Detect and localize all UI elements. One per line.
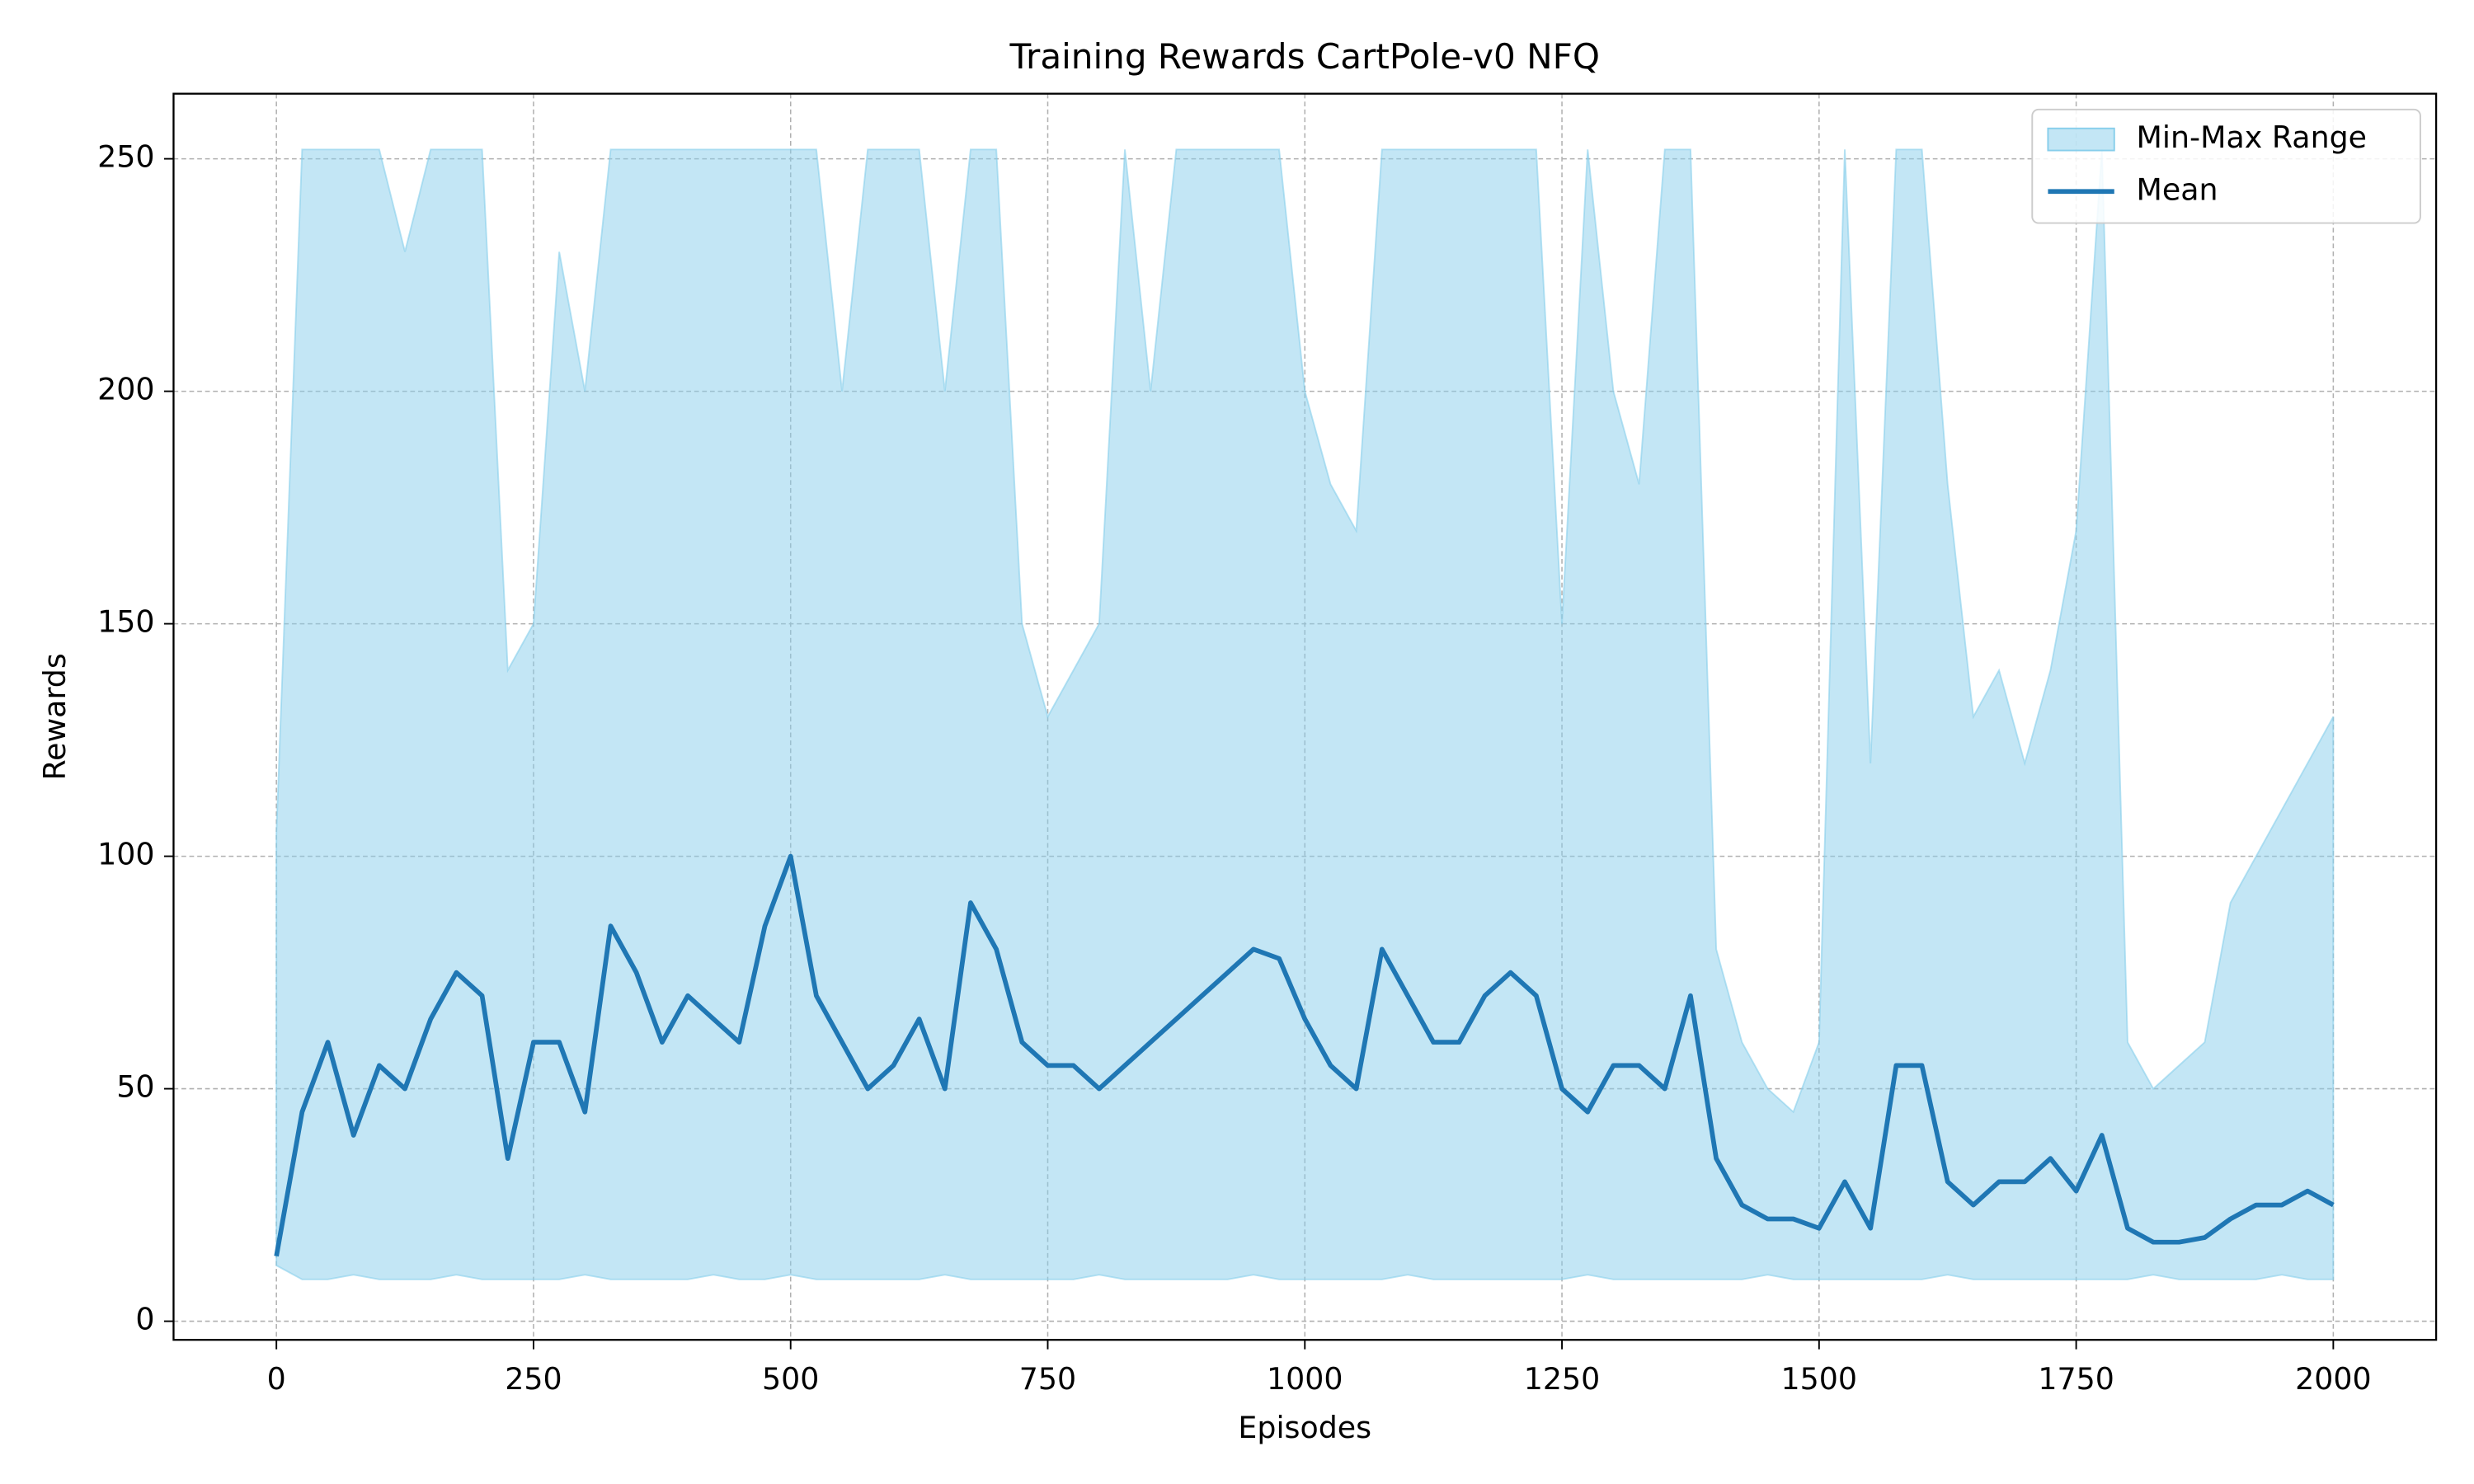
y-tick-label: 200 [97, 372, 154, 407]
min-max-band [275, 148, 2335, 1280]
legend-label: Min-Max Range [2137, 120, 2367, 155]
x-tick-label: 1750 [2038, 1361, 2114, 1397]
x-tick-label: 1000 [1267, 1361, 1343, 1397]
y-tick-label: 50 [116, 1069, 154, 1105]
x-tick-label: 750 [1019, 1361, 1076, 1397]
legend-label: Mean [2137, 171, 2218, 207]
chart-title: Training Rewards CartPole-v0 NFQ [1009, 36, 1600, 77]
x-tick-label: 0 [267, 1361, 286, 1397]
y-tick-label: 0 [135, 1302, 154, 1337]
x-tick-label: 1500 [1781, 1361, 1858, 1397]
legend-swatch [2047, 127, 2115, 152]
mean-line [274, 853, 2335, 1257]
legend-box [2031, 108, 2421, 224]
plot-frame [172, 92, 2438, 1341]
y-axis-label: Rewards [37, 653, 73, 780]
y-tick-label: 250 [97, 139, 154, 175]
y-tick-label: 100 [97, 837, 154, 872]
x-tick-label: 500 [762, 1361, 819, 1397]
x-axis-label: Episodes [1238, 1410, 1371, 1445]
x-tick-label: 1250 [1524, 1361, 1601, 1397]
x-tick-label: 250 [505, 1361, 562, 1397]
y-tick-label: 150 [97, 604, 154, 640]
x-tick-label: 2000 [2295, 1361, 2372, 1397]
